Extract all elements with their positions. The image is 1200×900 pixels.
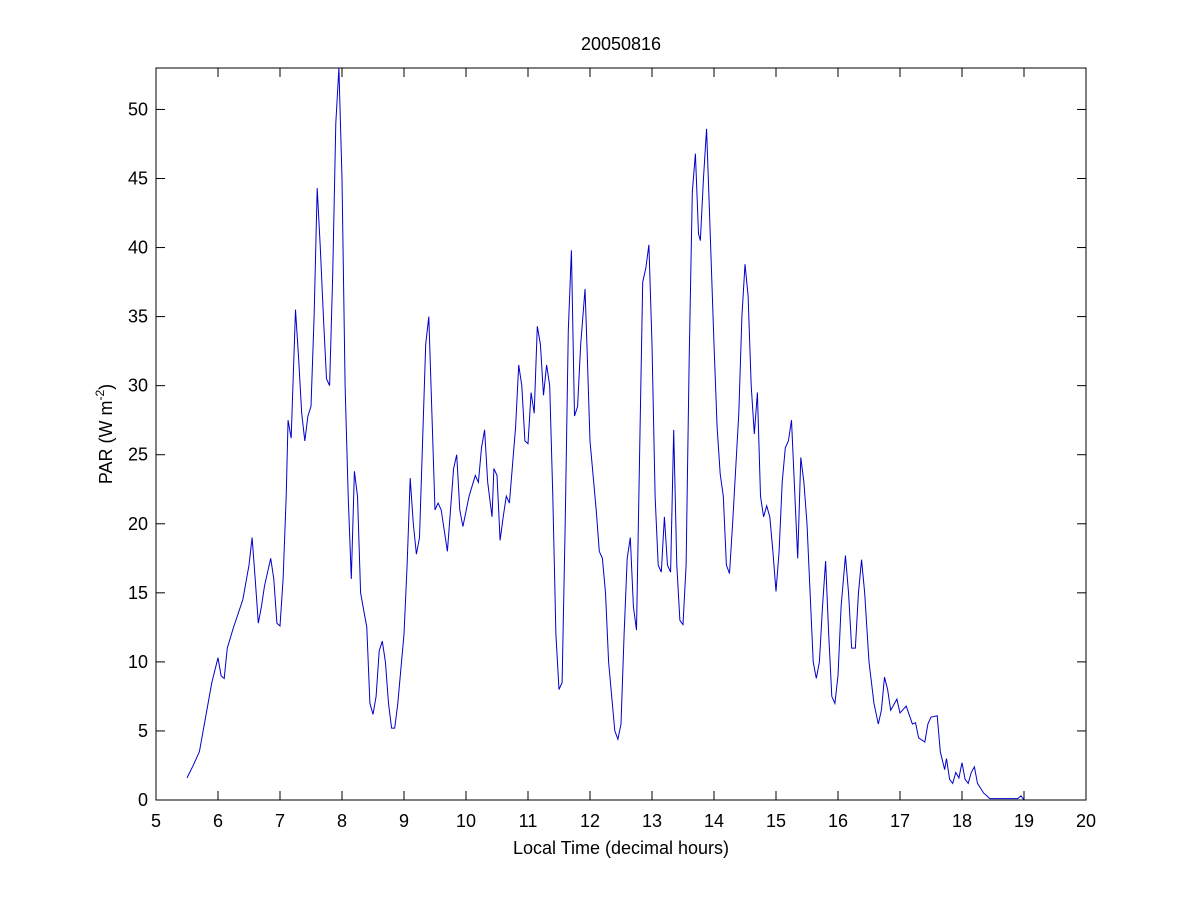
x-tick-label: 16 xyxy=(828,811,848,831)
data-line xyxy=(186,67,1025,801)
y-tick-label: 35 xyxy=(128,307,148,327)
y-tick-label: 50 xyxy=(128,99,148,119)
x-tick-label: 14 xyxy=(704,811,724,831)
plot-frame xyxy=(155,67,1087,801)
y-tick-label: 20 xyxy=(128,514,148,534)
y-tick-label: 45 xyxy=(128,168,148,188)
x-tick-label: 6 xyxy=(213,811,223,831)
y-label-main: PAR (W m xyxy=(96,401,116,485)
x-tick-label: 8 xyxy=(337,811,347,831)
y-tick-label: 40 xyxy=(128,238,148,258)
y-tick-label: 0 xyxy=(138,790,148,810)
x-tick-label: 11 xyxy=(519,811,538,831)
x-axis-label: Local Time (decimal hours) xyxy=(513,838,729,858)
x-tick-label: 17 xyxy=(890,811,910,831)
y-axis-label: PAR (W m-2) xyxy=(93,384,116,484)
x-tick-label: 10 xyxy=(456,811,476,831)
chart-title: 20050816 xyxy=(581,34,661,54)
y-label-end: ) xyxy=(96,384,116,390)
x-tick-label: 20 xyxy=(1076,811,1096,831)
y-tick-label: 15 xyxy=(128,583,148,603)
y-tick-label: 10 xyxy=(128,652,148,672)
x-tick-label: 19 xyxy=(1014,811,1034,831)
x-tick-label: 13 xyxy=(642,811,662,831)
y-tick-label: 5 xyxy=(138,721,148,741)
x-tick-label: 12 xyxy=(580,811,600,831)
x-tick-label: 9 xyxy=(399,811,409,831)
x-tick-label: 18 xyxy=(952,811,972,831)
y-tick-label: 25 xyxy=(128,445,148,465)
y-label-sup: -2 xyxy=(93,390,107,401)
y-tick-label: 30 xyxy=(128,376,148,396)
x-tick-label: 15 xyxy=(766,811,786,831)
x-tick-label: 5 xyxy=(151,811,161,831)
x-tick-label: 7 xyxy=(275,811,285,831)
